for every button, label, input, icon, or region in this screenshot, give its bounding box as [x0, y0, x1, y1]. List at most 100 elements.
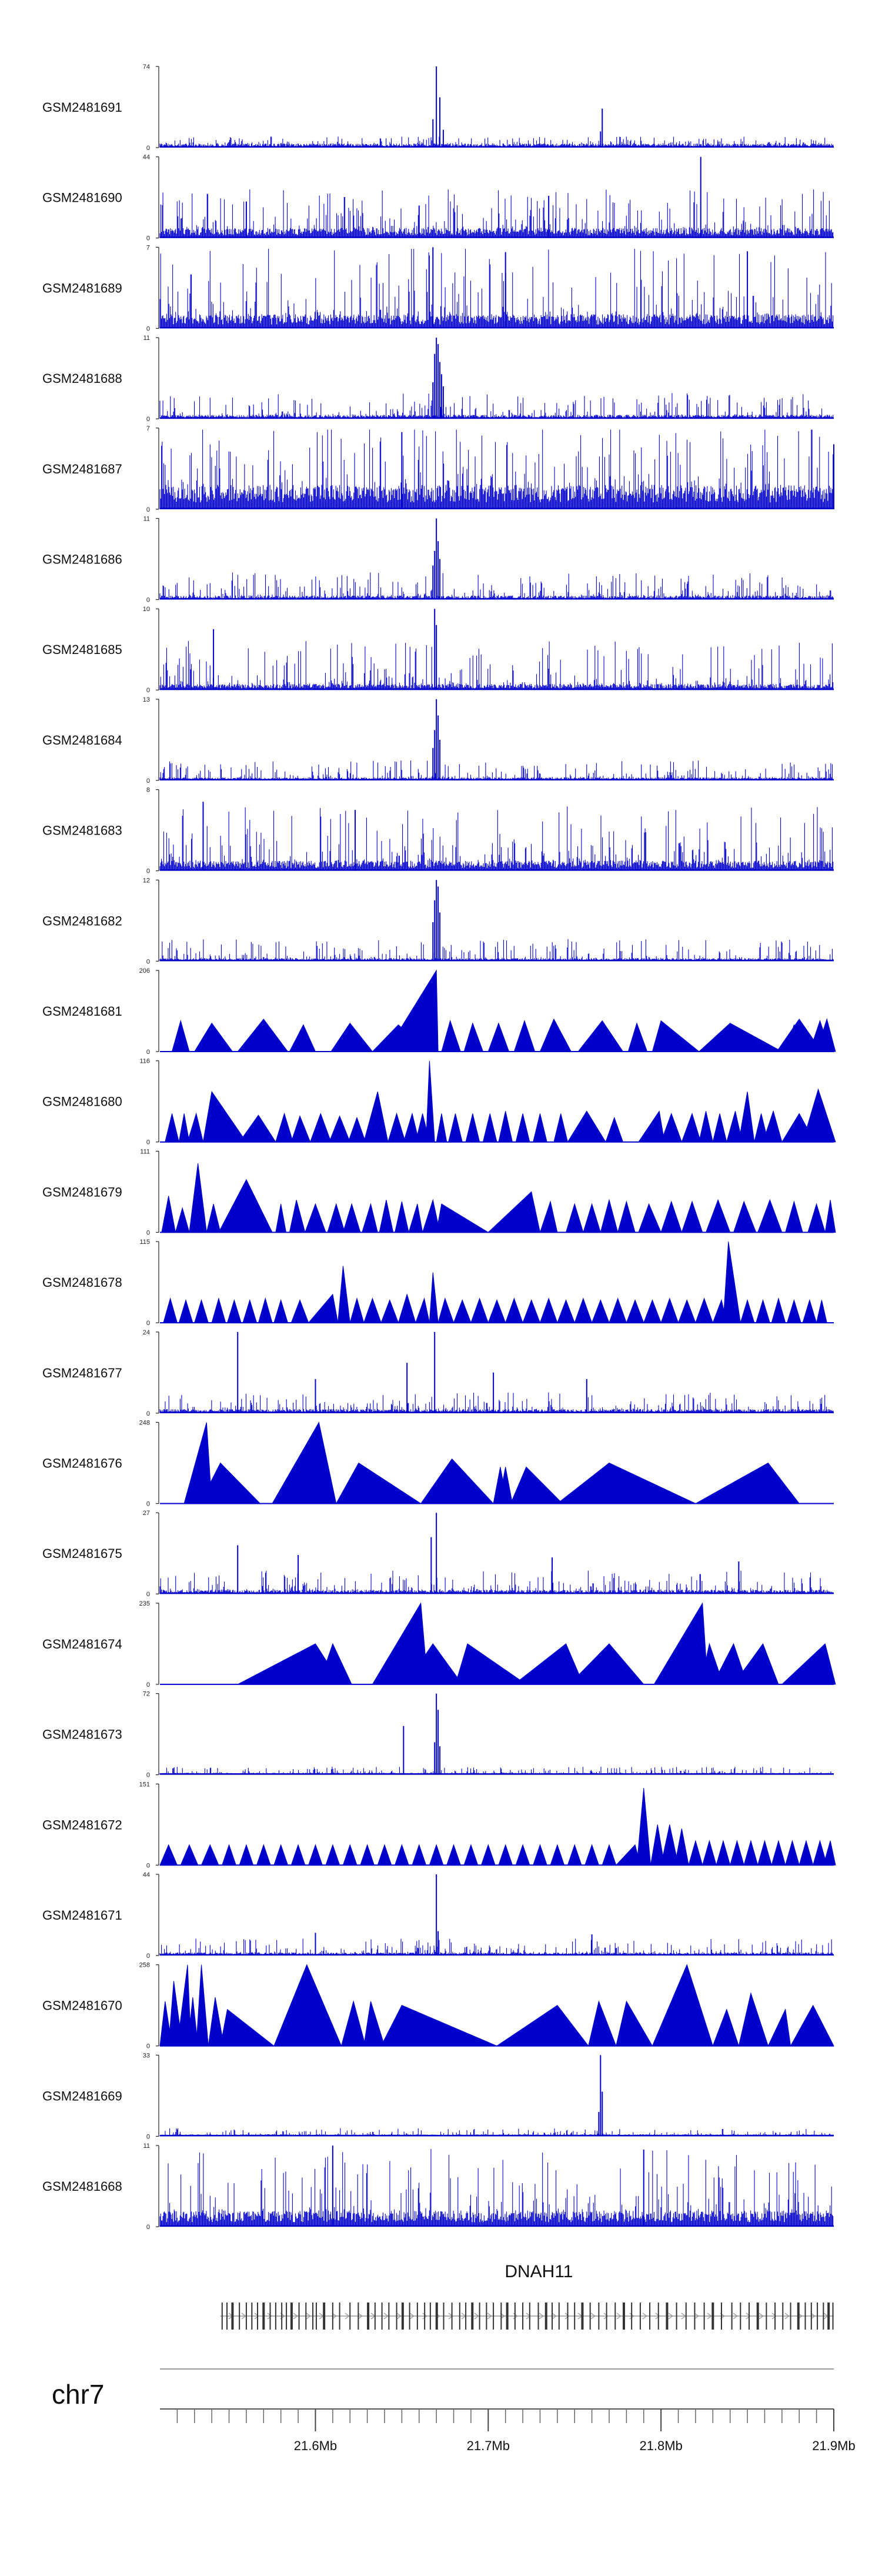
gene-exon — [479, 2303, 480, 2330]
signal-peak — [757, 1840, 772, 1866]
signal-peaks — [160, 1422, 834, 1504]
signal-peak — [465, 1113, 480, 1143]
gene-exon — [529, 2303, 530, 2330]
gene-exon — [269, 2303, 271, 2330]
signal-peak — [539, 1297, 558, 1323]
strand-chevron — [306, 2313, 311, 2320]
signal-peak — [738, 1992, 769, 2047]
gene-exon — [231, 2303, 234, 2330]
signal-peak — [175, 1207, 190, 1233]
signal-peak — [609, 1297, 627, 1323]
track-GSM2481673: GSM2481673 72 0 — [42, 1691, 834, 1779]
signal-baseline — [160, 326, 834, 329]
signal-peaks — [160, 1163, 836, 1233]
y-max-label: 111 — [140, 1148, 150, 1155]
signal-peak — [308, 1293, 339, 1323]
signal-peak — [436, 1113, 447, 1143]
signal-peak — [681, 1112, 701, 1143]
gene-exon — [703, 2303, 705, 2330]
signal-peak — [437, 1297, 455, 1323]
signal-peak — [513, 1019, 536, 1052]
signal-peak — [363, 1297, 382, 1323]
y-min-label: 0 — [146, 1681, 150, 1689]
track-label: GSM2481668 — [42, 2179, 122, 2194]
signal-bars — [159, 1513, 834, 1594]
signal-peak — [363, 2001, 385, 2047]
track-GSM2481689: GSM2481689 7 0 — [42, 244, 834, 332]
signal-peak — [305, 1203, 326, 1233]
signal-peaks — [160, 1060, 836, 1143]
gene-exon — [537, 2303, 539, 2330]
signal-baseline — [160, 779, 834, 780]
signal-peak — [688, 1840, 703, 1866]
signal-peak — [436, 1203, 490, 1233]
gene-exon — [451, 2303, 453, 2330]
gene-exon — [416, 2303, 418, 2330]
signal-peak — [448, 1113, 463, 1143]
signal-peak — [698, 1023, 783, 1052]
track-label: GSM2481680 — [42, 1095, 122, 1109]
signal-peak — [583, 1203, 601, 1233]
y-max-label: 24 — [143, 1329, 150, 1336]
gene-exon — [435, 2303, 438, 2330]
signal-peak — [178, 1113, 190, 1143]
signal-baseline — [160, 508, 834, 509]
gene-exon — [374, 2303, 376, 2330]
signal-peak — [591, 1299, 610, 1323]
signal-peak — [584, 1844, 600, 1866]
signal-profile — [159, 249, 834, 329]
axis-tick-label: 21.8Mb — [639, 2438, 682, 2453]
signal-peak — [660, 1200, 683, 1233]
signal-peak — [616, 2000, 653, 2047]
y-max-label: 27 — [143, 1510, 150, 1517]
signal-peak — [730, 1840, 744, 1866]
track-label: GSM2481684 — [42, 733, 122, 748]
signal-peak — [705, 1199, 731, 1233]
track-GSM2481686: GSM2481686 11 0 — [42, 516, 834, 604]
signal-baseline — [160, 1954, 834, 1956]
signal-peak — [816, 1300, 827, 1323]
y-max-label: 7 — [146, 425, 150, 432]
signal-peak — [446, 1844, 461, 1866]
signal-bars — [159, 1874, 834, 1956]
signal-baseline — [160, 2225, 834, 2227]
signal-peak — [786, 1299, 801, 1323]
track-GSM2481668: GSM2481668 11 0 — [42, 2143, 834, 2231]
track-label: GSM2481675 — [42, 1546, 122, 1561]
signal-peak — [712, 1113, 727, 1143]
y-min-label: 0 — [146, 416, 150, 423]
gene-exon — [323, 2303, 326, 2330]
signal-bars — [159, 880, 834, 962]
signal-peak — [539, 1018, 572, 1052]
signal-peak — [349, 1297, 365, 1323]
signal-bars — [159, 247, 834, 329]
signal-peak — [239, 1844, 254, 1866]
signal-peak — [426, 1060, 435, 1143]
gene-exon — [832, 2303, 834, 2330]
gene-exon — [262, 2303, 265, 2330]
y-min-label: 0 — [146, 235, 150, 242]
strand-chevron — [564, 2313, 570, 2320]
y-max-label: 44 — [143, 154, 150, 161]
signal-peak — [712, 2008, 740, 2047]
signal-peak — [196, 1964, 209, 2047]
signal-peak — [330, 1022, 373, 1052]
signal-peak — [756, 1299, 770, 1323]
gene-exon — [649, 2303, 651, 2330]
signal-peak — [415, 1297, 430, 1323]
y-max-label: 74 — [143, 64, 150, 71]
signal-peak — [178, 1299, 193, 1323]
signal-peak — [308, 1844, 323, 1866]
signal-peak — [553, 1113, 569, 1143]
track-label: GSM2481669 — [42, 2088, 122, 2103]
y-max-label: 72 — [143, 1691, 150, 1698]
data-tracks: GSM2481691740GSM2481690440GSM248168970GS… — [42, 64, 836, 2231]
signal-peak — [273, 1844, 289, 1866]
signal-peaks — [160, 969, 836, 1052]
signal-profile — [159, 806, 834, 871]
y-min-label: 0 — [146, 868, 150, 875]
signal-peak — [256, 1844, 271, 1866]
signal-peak — [237, 1018, 289, 1052]
track-GSM2481687: GSM2481687 7 0 — [42, 425, 834, 513]
signal-peaks — [160, 1242, 834, 1324]
